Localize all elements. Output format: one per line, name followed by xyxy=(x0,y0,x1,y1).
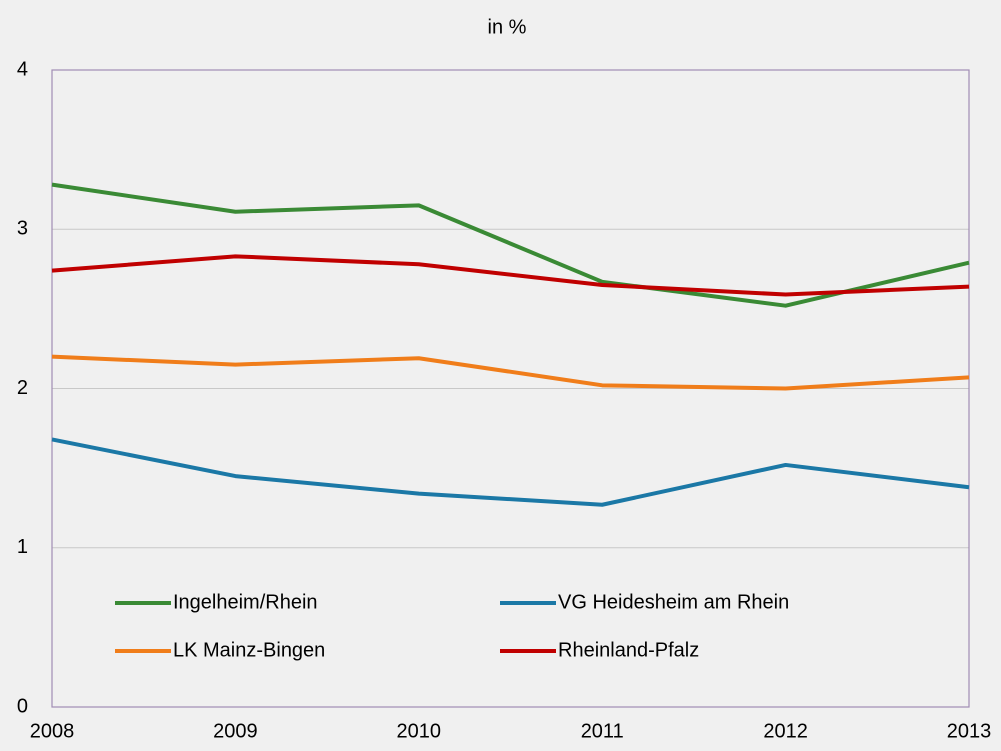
line xyxy=(51,254,970,297)
x-tick-label: 2010 xyxy=(397,720,442,742)
plot-border xyxy=(51,69,970,708)
y-tick-label: 1 xyxy=(17,536,28,558)
chart-title: in % xyxy=(488,16,527,38)
legend-label: Rheinland-Pfalz xyxy=(558,639,699,661)
x-tick-label: 2008 xyxy=(30,720,75,742)
legend-label: VG Heidesheim am Rhein xyxy=(558,591,789,613)
line xyxy=(51,182,970,308)
line xyxy=(51,437,970,507)
y-tick-label: 0 xyxy=(17,695,28,717)
y-tick-label: 3 xyxy=(17,218,28,240)
y-tick-label: 2 xyxy=(17,377,28,399)
legend-label: LK Mainz-Bingen xyxy=(173,639,325,661)
y-tick-label: 4 xyxy=(17,58,28,80)
legend-label: Ingelheim/Rhein xyxy=(173,591,318,613)
line xyxy=(51,354,970,391)
x-tick-label: 2009 xyxy=(213,720,258,742)
x-tick-label: 2011 xyxy=(581,720,624,742)
x-tick-label: 2013 xyxy=(947,720,992,742)
x-tick-label: 2012 xyxy=(763,720,808,742)
